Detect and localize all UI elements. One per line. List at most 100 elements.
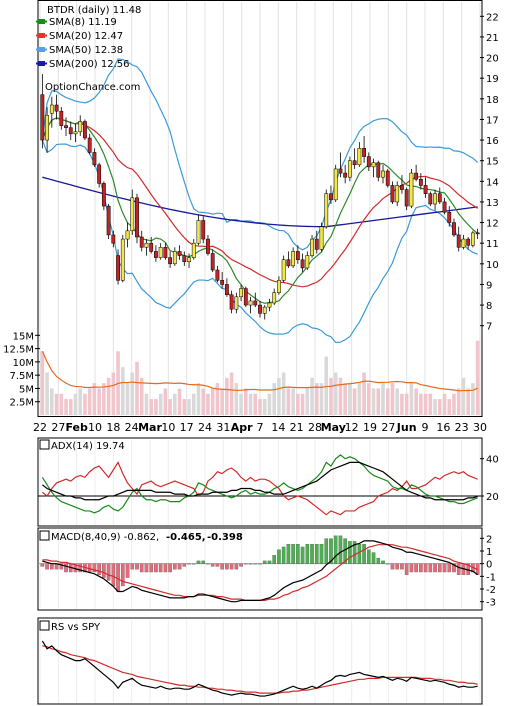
volume-bar bbox=[433, 399, 437, 415]
volume-bar bbox=[83, 393, 87, 415]
candle-body bbox=[163, 247, 168, 258]
candle-body bbox=[210, 253, 215, 271]
volume-bar bbox=[390, 383, 395, 415]
macd-hist-bar bbox=[423, 563, 428, 573]
volume-tick-label: 7.5M bbox=[9, 371, 34, 382]
adx-label: ADX(14) 19.74 bbox=[51, 441, 125, 452]
macd-hist-bar bbox=[149, 563, 153, 573]
volume-bar bbox=[163, 388, 168, 415]
macd-hist-bar bbox=[234, 563, 239, 570]
macd-hist-bar bbox=[314, 544, 319, 564]
volume-bar bbox=[428, 393, 433, 415]
date-label: 9 bbox=[422, 421, 429, 434]
volume-bar bbox=[187, 399, 191, 415]
date-label: 27 bbox=[381, 421, 395, 434]
macd-hist-label: -0.398 bbox=[207, 532, 243, 543]
volume-bar bbox=[300, 393, 305, 415]
candle-body bbox=[125, 230, 130, 240]
rs-checkbox-icon bbox=[39, 620, 50, 631]
volume-bar bbox=[277, 377, 281, 415]
macd-hist-bar bbox=[385, 563, 390, 565]
candle-body bbox=[347, 160, 352, 178]
macd-hist-bar bbox=[291, 544, 295, 564]
macd-hist-bar bbox=[201, 560, 206, 564]
volume-bar bbox=[248, 393, 253, 415]
date-label: 10 bbox=[88, 421, 102, 434]
macd-hist-bar bbox=[409, 563, 414, 573]
date-label: 14 bbox=[271, 421, 285, 434]
volume-bar bbox=[125, 383, 130, 415]
volume-bar bbox=[400, 393, 404, 415]
candle-body bbox=[324, 193, 329, 227]
macd-hist-bar bbox=[357, 544, 362, 564]
date-label: 7 bbox=[257, 421, 264, 434]
candle-body bbox=[395, 185, 400, 203]
candle-body bbox=[234, 296, 239, 310]
candle-body bbox=[305, 255, 310, 269]
candle-body bbox=[418, 179, 423, 186]
volume-bar bbox=[102, 383, 106, 415]
price-tick-label: 7 bbox=[486, 322, 492, 333]
volume-bar bbox=[319, 383, 324, 415]
macd-hist-bar bbox=[395, 563, 400, 570]
candle-body bbox=[333, 168, 338, 201]
macd-label: MACD(8,40,9) -0.862, bbox=[51, 532, 159, 543]
volume-bar bbox=[296, 393, 300, 415]
macd-hist-bar bbox=[414, 563, 418, 573]
candle-body bbox=[362, 148, 366, 157]
candle-body bbox=[182, 255, 187, 262]
price-tick-label: 19 bbox=[486, 74, 499, 85]
candle-body bbox=[267, 302, 272, 308]
volume-bar bbox=[220, 388, 224, 415]
candle-body bbox=[456, 234, 461, 248]
macd-line bbox=[42, 540, 478, 603]
macd-hist-bar bbox=[50, 563, 54, 570]
macd-hist-bar bbox=[125, 563, 130, 578]
volume-bar bbox=[225, 377, 229, 415]
candle-body bbox=[329, 193, 333, 201]
macd-hist-bar bbox=[206, 563, 210, 565]
macd-hist-bar bbox=[106, 563, 111, 581]
volume-bar bbox=[475, 340, 480, 415]
macd-hist-bar bbox=[191, 563, 196, 565]
date-label: 24 bbox=[198, 421, 212, 434]
date-label: 24 bbox=[125, 421, 139, 434]
candle-body bbox=[470, 232, 475, 246]
macd-hist-bar bbox=[419, 563, 423, 573]
ticker-title: BTDR (daily) 11.48 bbox=[47, 5, 141, 16]
candle-body bbox=[281, 259, 286, 281]
volume-bar bbox=[333, 372, 338, 415]
volume-bar bbox=[343, 383, 347, 415]
candle-body bbox=[466, 238, 471, 246]
macd-hist-bar bbox=[135, 563, 139, 570]
volume-bar bbox=[272, 383, 276, 415]
volume-bar bbox=[244, 388, 248, 415]
macd-hist-bar bbox=[248, 563, 253, 565]
rs-line bbox=[41, 640, 478, 697]
macd-hist-bar bbox=[371, 552, 376, 564]
volume-bar bbox=[324, 356, 329, 415]
candle-body bbox=[111, 234, 116, 244]
macd-hist-bar bbox=[272, 555, 276, 564]
legend-label: SMA(20) 12.47 bbox=[49, 31, 123, 42]
volume-bar bbox=[409, 383, 414, 415]
macd-tick-label: 2 bbox=[486, 534, 492, 545]
volume-bar bbox=[471, 383, 475, 415]
macd-tick-label: -1 bbox=[486, 572, 496, 583]
volume-bar bbox=[253, 393, 258, 415]
candle-body bbox=[433, 193, 437, 205]
date-label: 10 bbox=[161, 421, 175, 434]
date-label: 22 bbox=[33, 421, 47, 434]
bollinger-lower-line bbox=[41, 139, 478, 344]
price-tick-label: 14 bbox=[486, 177, 499, 188]
candle-body bbox=[139, 236, 144, 248]
macd-hist-bar bbox=[253, 563, 258, 565]
volume-bar bbox=[267, 393, 272, 415]
volume-bar bbox=[385, 388, 390, 415]
candle-body bbox=[201, 220, 206, 240]
volume-bar bbox=[357, 383, 362, 415]
macd-hist-bar bbox=[258, 563, 262, 565]
macd-hist-bar bbox=[239, 563, 243, 567]
